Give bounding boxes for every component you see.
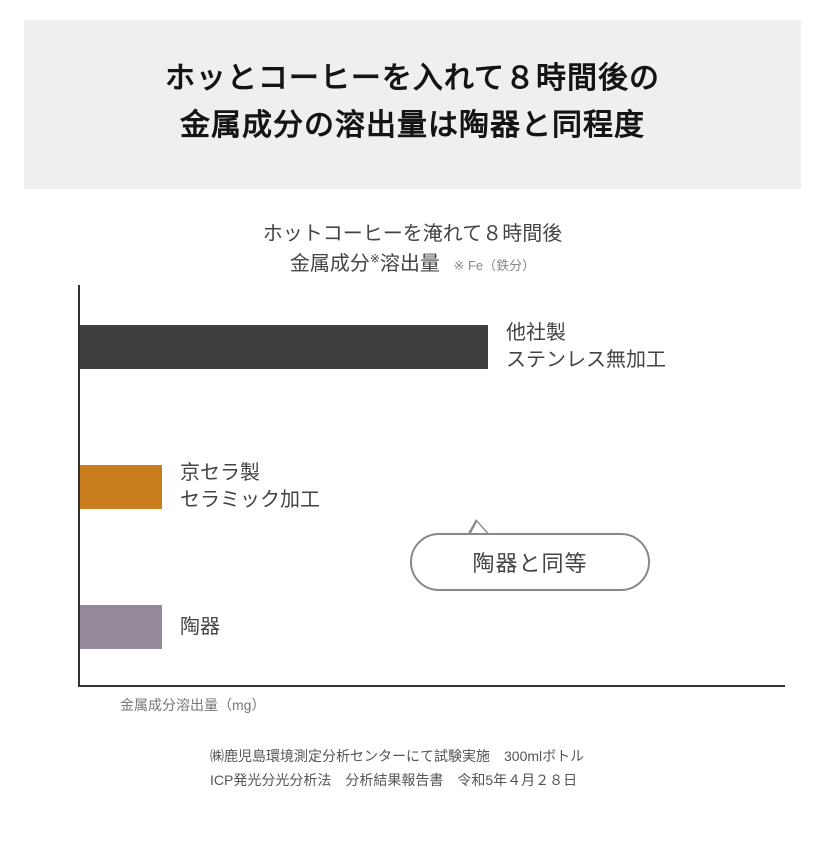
bar-row-ceramic: 陶器 bbox=[80, 605, 220, 649]
chart-axis-frame: 他社製 ステンレス無加工 京セラ製 セラミック加工 陶器 陶器と同等 金属成分溶… bbox=[78, 285, 785, 687]
callout-body: 陶器と同等 bbox=[410, 533, 650, 591]
chart-heading-line2: 金属成分※溶出量 ※ Fe（鉄分） bbox=[290, 249, 535, 279]
chart-heading-line1: ホットコーヒーを淹れて８時間後 bbox=[40, 219, 785, 249]
chart-area: ホットコーヒーを淹れて８時間後 金属成分※溶出量 ※ Fe（鉄分） 他社製 ステ… bbox=[40, 219, 785, 779]
bar-label-ceramic: 陶器 bbox=[180, 614, 220, 641]
bar-competitor bbox=[80, 325, 488, 369]
x-axis-label: 金属成分溶出量（mg） bbox=[120, 695, 265, 715]
bar-row-competitor: 他社製 ステンレス無加工 bbox=[80, 325, 666, 369]
header-line-2: 金属成分の溶出量は陶器と同程度 bbox=[44, 103, 781, 150]
footnote-line-2: ICP発光分光分析法 分析結果報告書 令和5年４月２８日 bbox=[210, 769, 785, 793]
chart-heading-line2-suffix: 溶出量 bbox=[380, 253, 440, 275]
bar-row-kyocera: 京セラ製 セラミック加工 bbox=[80, 465, 320, 509]
footnotes: ㈱鹿児島環境測定分析センターにて試験実施 300mlボトル ICP発光分光分析法… bbox=[210, 745, 785, 793]
callout: 陶器と同等 bbox=[410, 533, 650, 591]
header-line-1: ホッとコーヒーを入れて８時間後の bbox=[44, 56, 781, 103]
bar-ceramic bbox=[80, 605, 162, 649]
chart-heading: ホットコーヒーを淹れて８時間後 金属成分※溶出量 ※ Fe（鉄分） bbox=[40, 219, 785, 279]
bar-kyocera bbox=[80, 465, 162, 509]
chart-heading-supmark: ※ bbox=[370, 251, 380, 265]
callout-text: 陶器と同等 bbox=[472, 546, 587, 578]
chart-heading-note: ※ Fe（鉄分） bbox=[453, 258, 535, 273]
chart-heading-line2-prefix: 金属成分 bbox=[290, 253, 370, 275]
bar-label-kyocera: 京セラ製 セラミック加工 bbox=[180, 460, 320, 514]
header-panel: ホッとコーヒーを入れて８時間後の 金属成分の溶出量は陶器と同程度 bbox=[24, 20, 801, 189]
footnote-line-1: ㈱鹿児島環境測定分析センターにて試験実施 300mlボトル bbox=[210, 745, 785, 769]
bar-label-competitor: 他社製 ステンレス無加工 bbox=[506, 320, 666, 374]
